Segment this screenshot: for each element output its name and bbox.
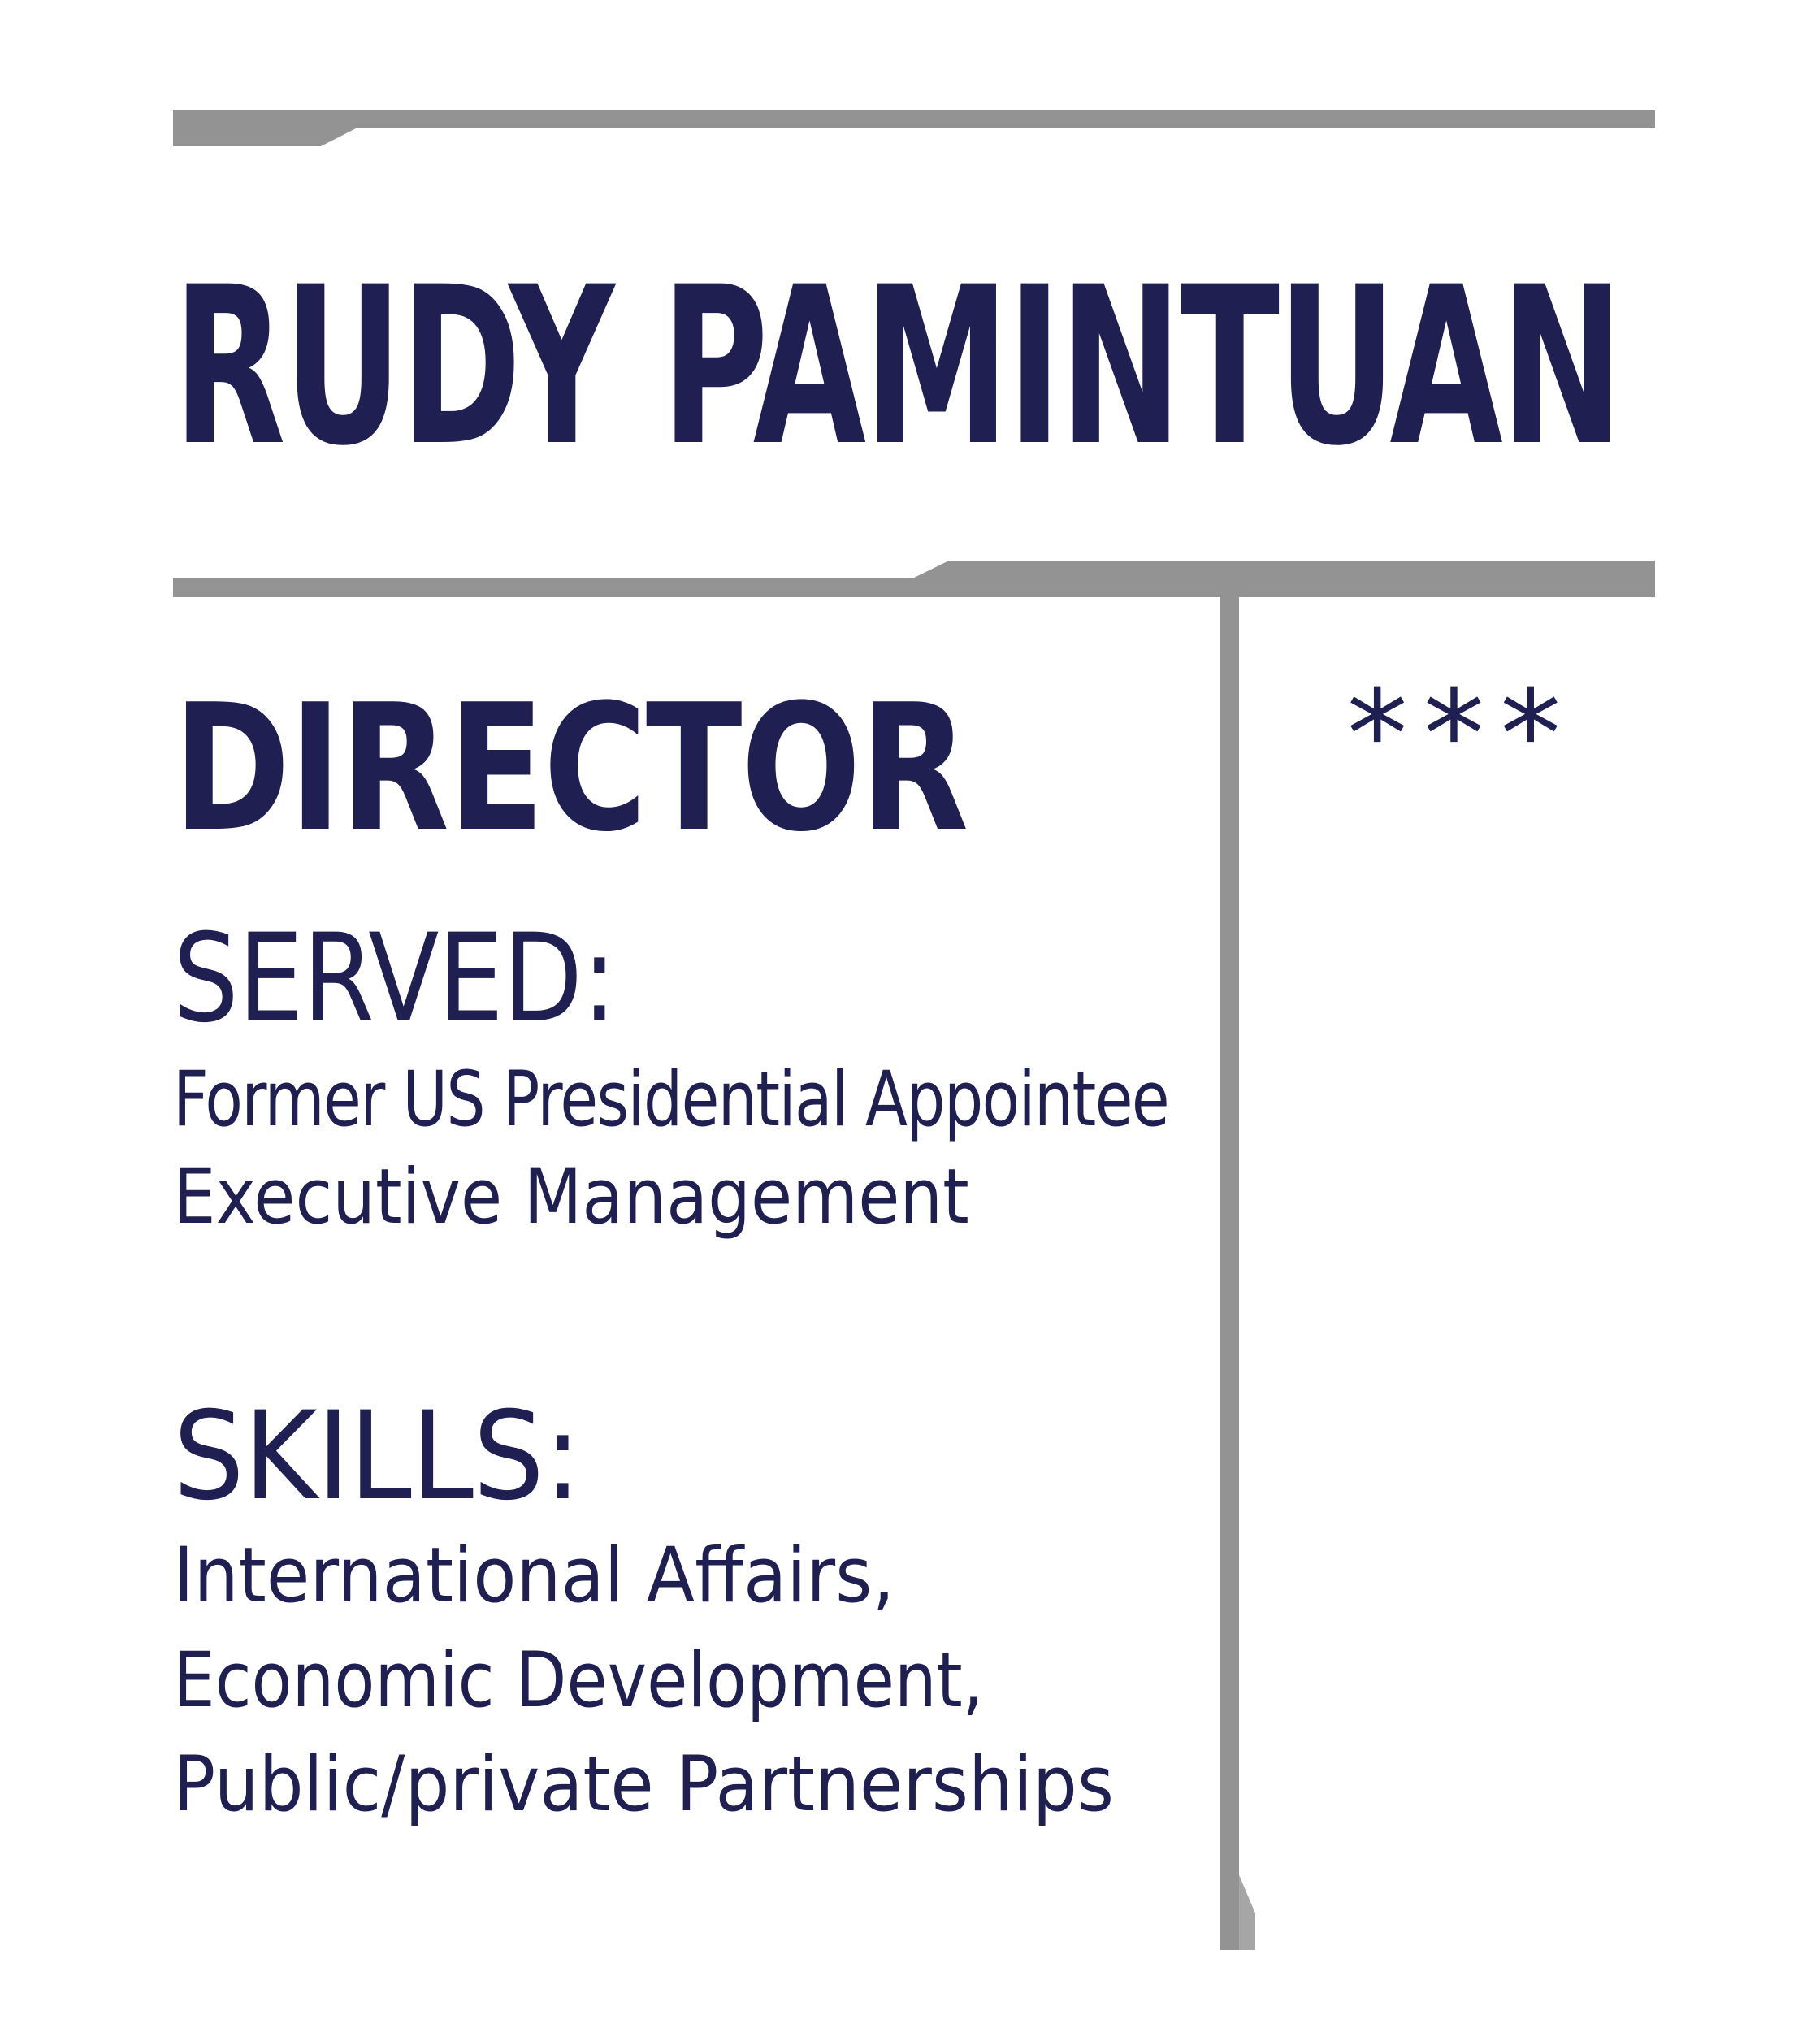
person-name: RUDY PAMINTUAN — [173, 240, 1623, 494]
top-rule — [173, 110, 1655, 146]
skills-heading: SKILLS: — [173, 1386, 582, 1528]
skills-line: Public/private Partnerships — [173, 1740, 1115, 1829]
served-line: Former US Presidential Appointee — [173, 1055, 1170, 1144]
middle-rule — [173, 561, 1655, 597]
vertical-rule-shade — [1239, 1875, 1255, 1950]
served-heading: SERVED: — [173, 908, 617, 1050]
vertical-rule — [1220, 597, 1255, 1950]
skills-line: International Affairs, — [173, 1532, 895, 1620]
rank-stars: *** — [1341, 665, 1571, 806]
role-title: DIRECTOR — [173, 666, 968, 870]
served-line: Executive Management — [173, 1153, 969, 1242]
skills-line: Economic Development, — [173, 1636, 984, 1725]
